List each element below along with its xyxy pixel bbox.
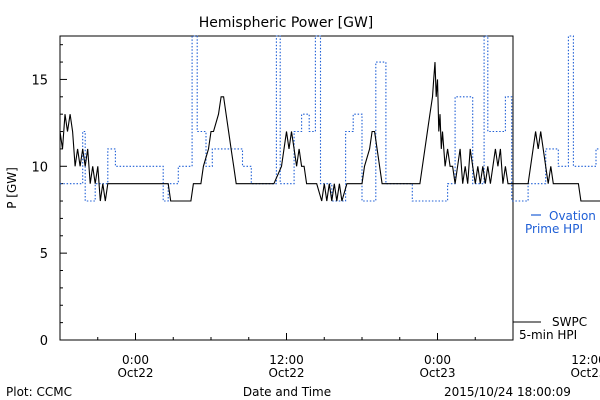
x-tick-label-date: Oct23 <box>570 366 600 380</box>
x-axis-label: Date and Time <box>243 385 331 399</box>
plot-credit: Plot: CCMC <box>6 385 72 399</box>
legend-swpc-line1: SWPC <box>552 315 587 329</box>
legend-ovation-line1: Ovation <box>549 209 596 223</box>
legend-swpc: SWPC 5-min HPI <box>513 315 587 342</box>
legend-ovation: Ovation Prime HPI <box>525 209 596 236</box>
series-ovation-prime-hpi <box>60 35 600 202</box>
x-tick-label-time: 0:00 <box>122 353 149 367</box>
y-tick-label: 5 <box>40 247 48 262</box>
x-tick-label-time: 12:00 <box>571 353 600 367</box>
y-tick-label: 10 <box>31 160 48 175</box>
x-tick-label-time: 0:00 <box>424 353 451 367</box>
y-minor-ticks <box>60 44 63 324</box>
chart-title: Hemispheric Power [GW] <box>199 15 374 31</box>
y-major-ticks: 0 5 10 15 <box>31 73 67 349</box>
x-ticks: 0:00Oct2212:00Oct220:00Oct2312:00Oct230:… <box>59 333 600 380</box>
x-tick-label-date: Oct22 <box>268 366 304 380</box>
x-tick-label-time: 12:00 <box>269 353 304 367</box>
y-axis-label: P [GW] <box>5 167 19 209</box>
plot-timestamp: 2015/10/24 18:00:09 <box>444 385 571 399</box>
x-tick-label-date: Oct22 <box>117 366 153 380</box>
y-tick-label: 0 <box>40 334 48 349</box>
series-swpc-5min-hpi <box>59 62 600 202</box>
plot-frame <box>59 35 514 341</box>
series-layer <box>59 35 600 202</box>
legend-ovation-line2: Prime HPI <box>525 222 583 236</box>
x-tick-label-date: Oct23 <box>419 366 455 380</box>
legend-swpc-line2: 5-min HPI <box>519 328 577 342</box>
y-tick-label: 15 <box>31 73 48 88</box>
